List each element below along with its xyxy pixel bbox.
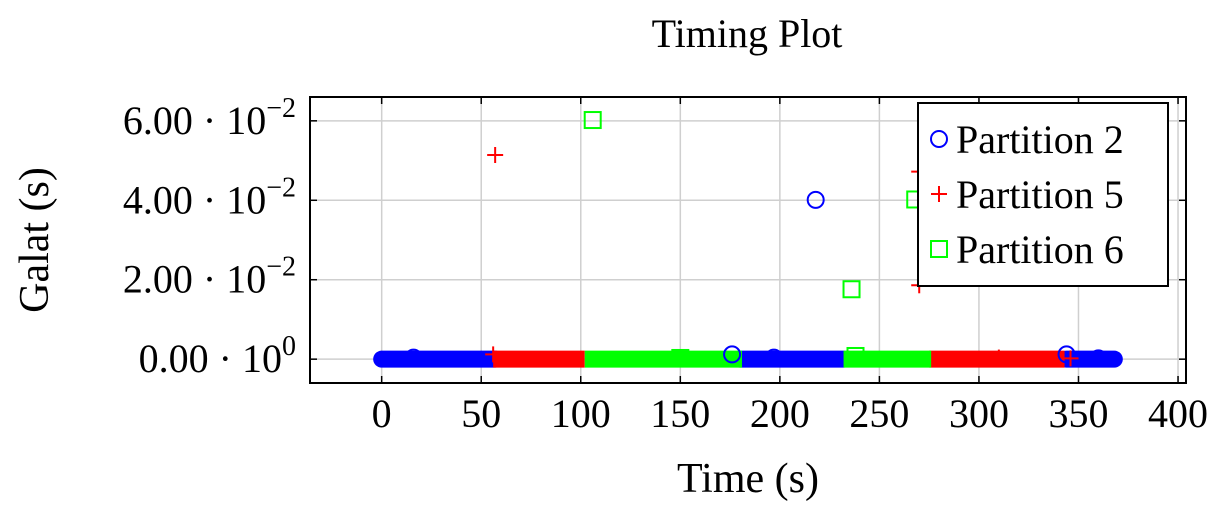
x-tick-label: 250 [849, 391, 909, 436]
x-tick-label: 300 [949, 391, 1009, 436]
x-tick-label: 200 [750, 391, 810, 436]
data-point-partition-2 [764, 348, 783, 367]
x-tick-label: 150 [650, 391, 710, 436]
data-point-partition-2 [806, 190, 825, 209]
y-tick-label: 0.00 · 100 [139, 331, 296, 381]
data-point-partition-2 [1057, 345, 1076, 364]
legend-box [917, 102, 1169, 287]
plot-frame [309, 96, 1187, 384]
x-tick-label: 50 [461, 391, 501, 436]
data-point-partition-6 [583, 111, 602, 130]
legend-marker-partition-2 [930, 130, 948, 148]
x-tick-label: 100 [551, 391, 611, 436]
axes: 0 50 100 150 200 250 300 350 400 0.00 · 100 2.00 ·… [123, 93, 1208, 436]
data-point-partition-2 [404, 348, 423, 367]
data-point-partition-5 [1062, 350, 1079, 367]
legend-label-partition-5: Partition 5 [956, 172, 1124, 217]
x-tick-label: 0 [372, 391, 392, 436]
legend-marker-partition-5 [931, 186, 947, 202]
y-tick-label: 4.00 · 10−2 [123, 172, 296, 222]
x-axis-label: Time (s) [677, 456, 819, 502]
data-point-partition-6 [671, 348, 690, 367]
data-point-partition-5 [487, 146, 504, 163]
y-axis-label: Galat (s) [12, 167, 58, 313]
legend-marker-partition-6 [930, 240, 948, 258]
data-point-partition-6 [846, 346, 865, 365]
x-tick-label: 400 [1148, 391, 1208, 436]
legend-label-partition-2: Partition 2 [956, 117, 1124, 162]
y-tick-label: 2.00 · 10−2 [123, 252, 296, 302]
y-tick-label: 6.00 · 10−2 [123, 93, 296, 143]
chart-title: Timing Plot [652, 11, 843, 56]
data-points [404, 111, 1108, 368]
data-point-partition-2 [723, 345, 742, 364]
data-point-partition-2 [1089, 349, 1108, 368]
data-point-partition-5 [990, 349, 1007, 366]
data-point-partition-6 [842, 280, 861, 299]
legend: Partition 2 Partition 5 Partition 6 [917, 102, 1169, 287]
legend-label-partition-6: Partition 6 [956, 227, 1124, 272]
x-tick-label: 350 [1048, 391, 1108, 436]
data-point-partition-5 [485, 346, 502, 363]
